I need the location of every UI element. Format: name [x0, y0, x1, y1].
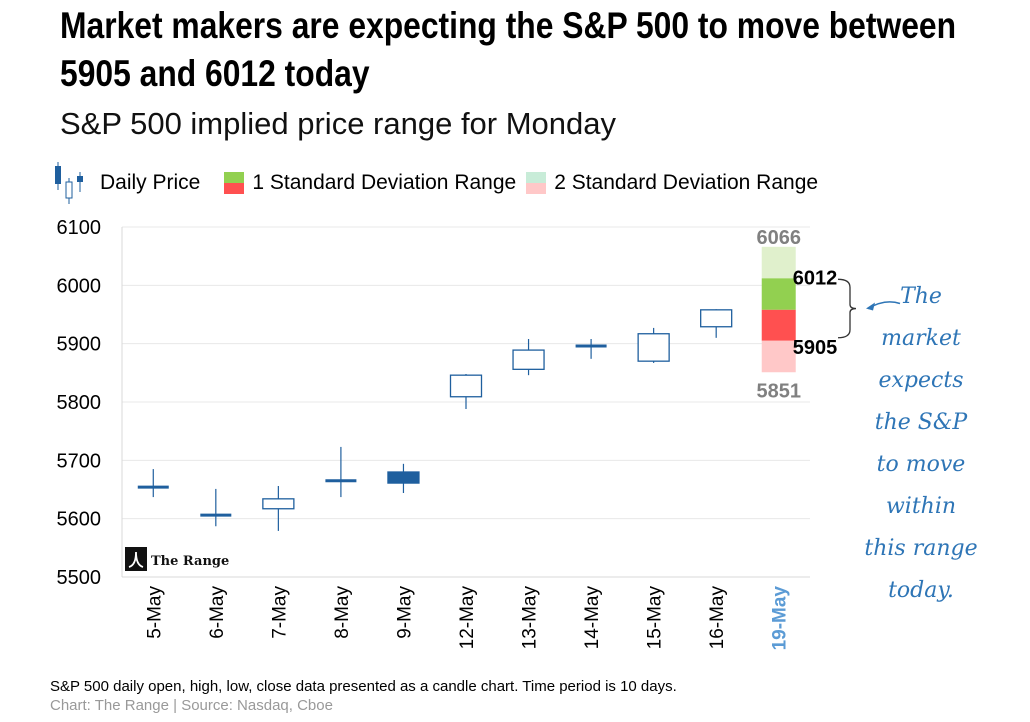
chart-title: Market makers are expecting the S&P 500 … [60, 5, 957, 94]
logo-peak-icon [128, 551, 144, 568]
candle-body [637, 333, 670, 362]
candle-body [262, 498, 295, 510]
x-tick-label: 16-May [707, 586, 728, 650]
2sd-low-label: 5851 [756, 380, 801, 402]
y-tick-label: 5500 [57, 567, 102, 589]
1sd-swatch [224, 172, 245, 194]
annotation-line: this range [864, 536, 978, 561]
1sd-low-label: 5905 [793, 337, 838, 359]
candlestick-icon [55, 162, 83, 204]
legend: Daily Price 1 Standard Deviation Range 2… [50, 160, 828, 206]
x-tick-label: 5-May [144, 586, 165, 639]
y-tick-label: 6000 [57, 275, 102, 297]
x-tick-label: 19-May [770, 586, 791, 651]
candle-body [512, 349, 545, 370]
annotation-line: within [885, 494, 957, 519]
2sd-swatch [526, 172, 547, 194]
candle-body [449, 374, 483, 398]
1sd-lower-band [761, 309, 796, 341]
x-tick-label: 15-May [645, 586, 666, 650]
x-tick-label: 14-May [582, 586, 603, 650]
legend-daily-price: Daily Price [50, 160, 200, 206]
bracket [837, 278, 857, 339]
x-tick-label: 13-May [520, 586, 541, 650]
2sd-high-label: 6066 [756, 227, 801, 249]
1sd-high-label: 6012 [793, 267, 838, 289]
x-tick-label: 6-May [207, 586, 228, 639]
x-tick-label: 9-May [394, 586, 415, 639]
footnote: S&P 500 daily open, high, low, close dat… [50, 678, 677, 695]
chart-subtitle: S&P 500 implied price range for Monday [60, 106, 617, 141]
candle-body [700, 309, 733, 328]
source: Chart: The Range | Source: Nasdaq, Cboe [50, 697, 333, 714]
annotation: The market expects the S&P to move withi… [840, 276, 1002, 612]
arrowhead-icon [866, 302, 875, 311]
annotation-line: market [881, 326, 961, 351]
legend-label: 2 Standard Deviation Range [554, 171, 819, 194]
legend-1sd: 1 Standard Deviation Range [224, 171, 516, 195]
annotation-line: today. [888, 578, 954, 603]
x-tick-label: 12-May [457, 586, 478, 650]
x-tick-label: 8-May [332, 586, 353, 639]
y-tick-label: 5700 [57, 450, 102, 472]
annotation-line: expects [878, 368, 964, 393]
watermark-label: The Range [151, 554, 229, 569]
x-tick-label: 7-May [269, 586, 290, 639]
1sd-upper-band [761, 278, 796, 310]
candle-body [387, 471, 420, 484]
2sd-upper-band [761, 246, 796, 279]
y-tick-label: 5600 [57, 509, 102, 531]
legend-label: Daily Price [100, 171, 201, 194]
y-tick-label: 5800 [57, 392, 102, 414]
annotation-line: the S&P [874, 410, 968, 435]
y-tick-label: 6100 [57, 217, 102, 239]
2sd-lower-band [761, 340, 796, 373]
y-tick-label: 5900 [57, 334, 102, 356]
annotation-line: The [900, 284, 942, 309]
annotation-line: to move [876, 452, 966, 477]
legend-label: 1 Standard Deviation Range [252, 171, 517, 194]
legend-2sd: 2 Standard Deviation Range [526, 171, 818, 195]
